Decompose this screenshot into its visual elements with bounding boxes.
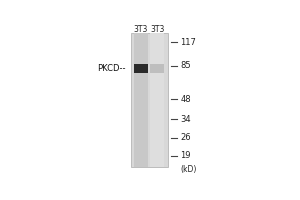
Text: 85: 85 xyxy=(181,61,191,70)
Bar xyxy=(134,33,148,167)
Text: 48: 48 xyxy=(181,95,191,104)
Text: (kD): (kD) xyxy=(181,165,197,174)
Bar xyxy=(150,64,164,73)
Text: 34: 34 xyxy=(181,115,191,124)
Text: 3T3: 3T3 xyxy=(150,25,164,34)
Text: 117: 117 xyxy=(181,38,196,47)
Text: PKCD--: PKCD-- xyxy=(97,64,126,73)
Bar xyxy=(134,64,148,73)
Bar xyxy=(130,33,168,167)
Text: 26: 26 xyxy=(181,133,191,142)
Bar xyxy=(150,33,164,167)
Text: 3T3: 3T3 xyxy=(134,25,148,34)
Text: 19: 19 xyxy=(181,151,191,160)
